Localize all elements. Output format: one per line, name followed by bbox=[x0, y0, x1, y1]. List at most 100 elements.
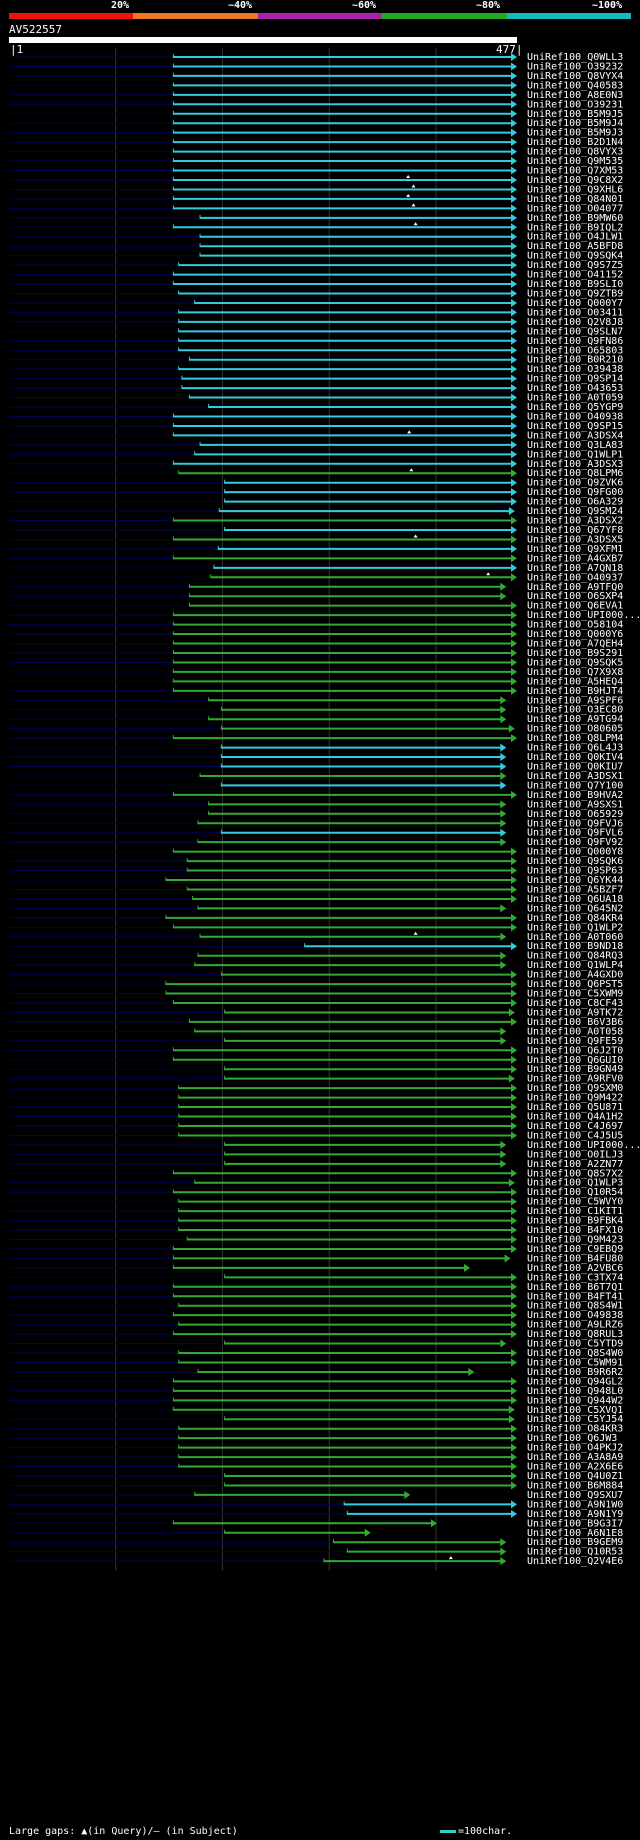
hit-label[interactable]: UniRef100_Q9SM24 bbox=[527, 506, 623, 517]
hit-label[interactable]: UniRef100_Q84KR4 bbox=[527, 913, 623, 924]
hit-label[interactable]: UniRef100_B9SLI0 bbox=[527, 279, 623, 290]
hit-label[interactable]: UniRef100_Q2V8J8 bbox=[527, 317, 623, 328]
hit-label[interactable]: UniRef100_O84KR3 bbox=[527, 1424, 623, 1435]
hit-row[interactable]: UniRef100_Q0KIU7 bbox=[9, 762, 623, 773]
hit-label[interactable]: UniRef100_A9SPF6 bbox=[527, 695, 623, 706]
hit-row[interactable]: UniRef100_O43653 bbox=[9, 383, 623, 394]
hit-row[interactable]: UniRef100_Q000Y6 bbox=[9, 629, 623, 640]
hit-row[interactable]: UniRef100_A8E0N3 bbox=[9, 90, 623, 101]
hit-label[interactable]: UniRef100_Q9SQK6 bbox=[527, 856, 623, 867]
hit-label[interactable]: UniRef100_Q8S7X2 bbox=[527, 1168, 623, 1179]
hit-label[interactable]: UniRef100_Q8S4W1 bbox=[527, 1301, 623, 1312]
hit-label[interactable]: UniRef100_Q000Y6 bbox=[527, 629, 623, 640]
hit-label[interactable]: UniRef100_B6M884 bbox=[527, 1480, 623, 1491]
hit-label[interactable]: UniRef100_Q9SP63 bbox=[527, 866, 623, 877]
hit-label[interactable]: UniRef100_Q9FVL6 bbox=[527, 828, 623, 839]
hit-label[interactable]: UniRef100_Q0WLL3 bbox=[527, 52, 623, 63]
hit-row[interactable]: UniRef100_A7QEH4 bbox=[9, 639, 623, 650]
hit-row[interactable]: UniRef100_B5M9J3 bbox=[9, 128, 623, 139]
hit-row[interactable]: UniRef100_A2X6E6 bbox=[9, 1462, 623, 1473]
hit-label[interactable]: UniRef100_C5YJ54 bbox=[527, 1414, 623, 1425]
hit-row[interactable]: UniRef100_Q9C8X2 bbox=[9, 174, 623, 186]
hit-row[interactable]: UniRef100_B0R210 bbox=[9, 355, 623, 366]
hit-row[interactable]: UniRef100_Q7Y100 bbox=[9, 780, 623, 791]
hit-label[interactable]: UniRef100_A9TG94 bbox=[527, 714, 623, 725]
hit-row[interactable]: UniRef100_A9SXS1 bbox=[9, 799, 623, 810]
hit-label[interactable]: UniRef100_Q9M422 bbox=[527, 1093, 623, 1104]
hit-row[interactable]: UniRef100_A5HEQ4 bbox=[9, 676, 623, 687]
hit-label[interactable]: UniRef100_A2X6E6 bbox=[527, 1462, 623, 1473]
hit-label[interactable]: UniRef100_A3DSX3 bbox=[527, 459, 623, 470]
hit-label[interactable]: UniRef100_Q8RUL3 bbox=[527, 1329, 623, 1340]
hit-row[interactable]: UniRef100_Q6UA18 bbox=[9, 894, 623, 905]
hit-label[interactable]: UniRef100_Q6PST5 bbox=[527, 979, 623, 990]
hit-label[interactable]: UniRef100_Q6J2T0 bbox=[527, 1045, 623, 1056]
hit-row[interactable]: UniRef100_O41152 bbox=[9, 270, 623, 281]
hit-row[interactable]: UniRef100_Q4A1H2 bbox=[9, 1112, 623, 1123]
hit-label[interactable]: UniRef100_Q000Y8 bbox=[527, 847, 623, 858]
hit-row[interactable]: UniRef100_B5M9J4 bbox=[9, 118, 623, 129]
hit-label[interactable]: UniRef100_A3DSX2 bbox=[527, 516, 623, 527]
hit-label[interactable]: UniRef100_C5WM91 bbox=[527, 1357, 623, 1368]
hit-row[interactable]: UniRef100_C8CF43 bbox=[9, 998, 623, 1009]
hit-row[interactable]: UniRef100_O40937 bbox=[9, 572, 623, 583]
hit-label[interactable]: UniRef100_B5M9J5 bbox=[527, 109, 623, 120]
hit-row[interactable]: UniRef100_Q9ZVK6 bbox=[9, 478, 623, 489]
hit-row[interactable]: UniRef100_Q9SLN7 bbox=[9, 326, 623, 337]
hit-label[interactable]: UniRef100_B9MW60 bbox=[527, 213, 623, 224]
hit-label[interactable]: UniRef100_A9TK72 bbox=[527, 1007, 623, 1018]
hit-label[interactable]: UniRef100_O0ILJ3 bbox=[527, 1149, 623, 1160]
hit-label[interactable]: UniRef100_C5XWM9 bbox=[527, 989, 623, 1000]
hit-row[interactable]: UniRef100_Q9FE59 bbox=[9, 1036, 623, 1047]
hit-label[interactable]: UniRef100_Q7X9X8 bbox=[527, 667, 623, 678]
hit-row[interactable]: UniRef100_Q948L0 bbox=[9, 1386, 623, 1397]
hit-row[interactable]: UniRef100_Q9SP14 bbox=[9, 374, 623, 385]
hit-label[interactable]: UniRef100_B9S291 bbox=[527, 648, 623, 659]
hit-label[interactable]: UniRef100_Q6UA18 bbox=[527, 894, 623, 905]
hit-label[interactable]: UniRef100_UPI000... bbox=[527, 610, 640, 621]
hit-row[interactable]: UniRef100_A3DSX5 bbox=[9, 534, 623, 545]
hit-row[interactable]: UniRef100_O0ILJ3 bbox=[9, 1149, 623, 1160]
hit-label[interactable]: UniRef100_A9RFV0 bbox=[527, 1074, 623, 1085]
hit-label[interactable]: UniRef100_Q6JW3 bbox=[527, 1433, 617, 1444]
hit-label[interactable]: UniRef100_A9N1W0 bbox=[527, 1499, 623, 1510]
hit-label[interactable]: UniRef100_Q10R53 bbox=[527, 1547, 623, 1558]
hit-row[interactable]: UniRef100_Q000Y7 bbox=[9, 298, 623, 309]
hit-label[interactable]: UniRef100_Q9ZTB9 bbox=[527, 289, 623, 300]
hit-label[interactable]: UniRef100_O80605 bbox=[527, 724, 623, 735]
hit-label[interactable]: UniRef100_Q7Y100 bbox=[527, 780, 623, 791]
hit-label[interactable]: UniRef100_Q9FV92 bbox=[527, 837, 623, 848]
hit-row[interactable]: UniRef100_Q9XHL6 bbox=[9, 184, 623, 195]
hit-row[interactable]: UniRef100_O39438 bbox=[9, 364, 623, 375]
hit-label[interactable]: UniRef100_Q8VYX4 bbox=[527, 71, 623, 82]
hit-label[interactable]: UniRef100_O39232 bbox=[527, 61, 623, 72]
hit-label[interactable]: UniRef100_Q8LPM6 bbox=[527, 468, 623, 479]
hit-label[interactable]: UniRef100_O6SXP4 bbox=[527, 591, 623, 602]
hit-row[interactable]: UniRef100_B9GEM9 bbox=[9, 1537, 623, 1548]
hit-label[interactable]: UniRef100_O39231 bbox=[527, 99, 623, 110]
hit-row[interactable]: UniRef100_B9IQL2 bbox=[9, 222, 623, 233]
hit-row[interactable]: UniRef100_O84KR3 bbox=[9, 1424, 623, 1435]
hit-row[interactable]: UniRef100_A0T059 bbox=[9, 393, 623, 404]
hit-label[interactable]: UniRef100_A0T059 bbox=[527, 393, 623, 404]
hit-row[interactable]: UniRef100_Q9SM24 bbox=[9, 506, 623, 517]
hit-label[interactable]: UniRef100_A0T058 bbox=[527, 1026, 623, 1037]
hit-label[interactable]: UniRef100_A2VBC6 bbox=[527, 1263, 623, 1274]
hit-row[interactable]: UniRef100_O39232 bbox=[9, 61, 623, 72]
hit-row[interactable]: UniRef100_A9TG94 bbox=[9, 714, 623, 725]
hit-row[interactable]: UniRef100_Q9SXM0 bbox=[9, 1083, 623, 1094]
hit-label[interactable]: UniRef100_B9GEM9 bbox=[527, 1537, 623, 1548]
hit-label[interactable]: UniRef100_Q9FE59 bbox=[527, 1036, 623, 1047]
hit-label[interactable]: UniRef100_Q4U0Z1 bbox=[527, 1471, 623, 1482]
hit-label[interactable]: UniRef100_Q6L4J3 bbox=[527, 743, 623, 754]
hit-label[interactable]: UniRef100_O43653 bbox=[527, 383, 623, 394]
hit-label[interactable]: UniRef100_Q9XFM1 bbox=[527, 544, 623, 555]
hit-label[interactable]: UniRef100_Q000Y7 bbox=[527, 298, 623, 309]
hit-label[interactable]: UniRef100_Q9S7Z5 bbox=[527, 260, 623, 271]
hit-row[interactable]: UniRef100_Q1WLP3 bbox=[9, 1178, 623, 1189]
hit-row[interactable]: UniRef100_O3EC80 bbox=[9, 705, 623, 716]
hit-row[interactable]: UniRef100_C5YJ54 bbox=[9, 1414, 623, 1425]
hit-row[interactable]: UniRef100_B6T7Q1 bbox=[9, 1282, 623, 1293]
hit-row[interactable]: UniRef100_Q10R53 bbox=[9, 1547, 623, 1558]
hit-row[interactable]: UniRef100_Q8S7X2 bbox=[9, 1168, 623, 1179]
